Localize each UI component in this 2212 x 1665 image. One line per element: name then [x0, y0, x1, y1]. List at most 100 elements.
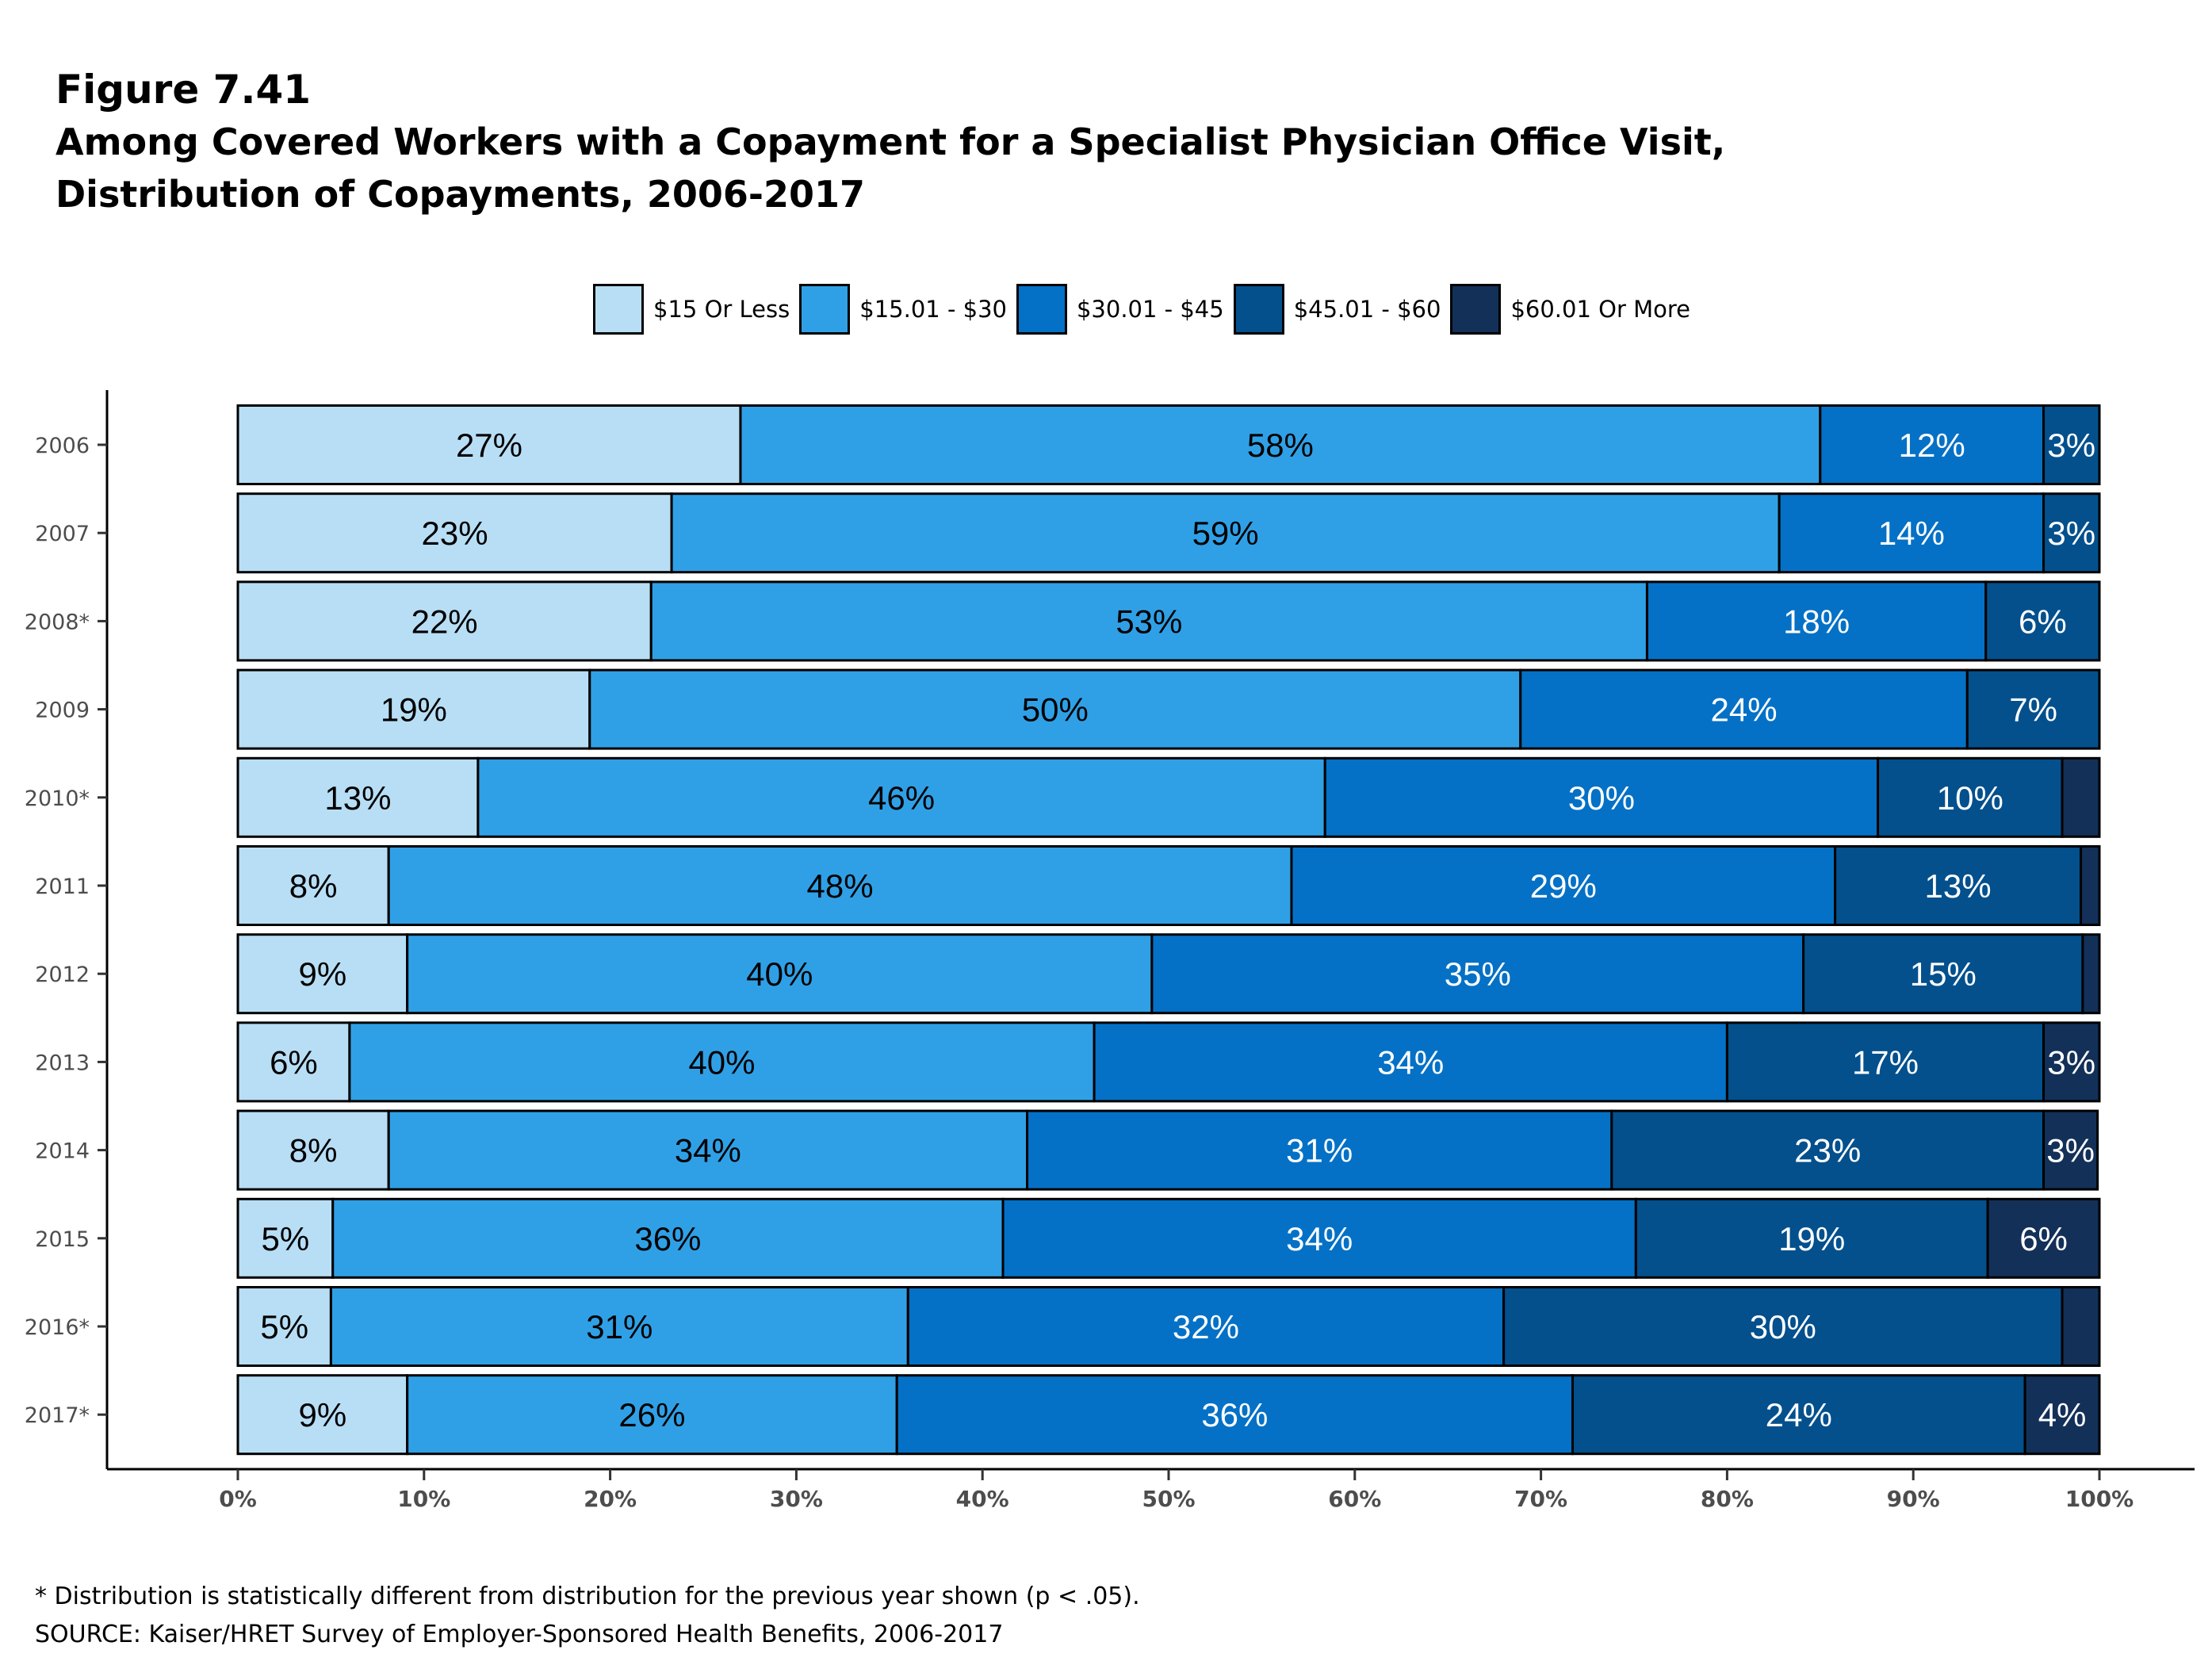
data-label: 8%: [289, 867, 338, 905]
chart-data-labels: 27% 58% 12% 3% 23% 59% 14% 3% 22% 53% 18% 6% 19% 50% 2…: [260, 427, 2095, 1433]
data-label: 58%: [1247, 427, 1314, 464]
data-label: 6%: [2019, 1220, 2068, 1257]
bar-segment: [2042, 404, 2101, 485]
legend-swatch: [593, 284, 644, 335]
bar-segment: [236, 933, 409, 1015]
data-label: 15%: [1910, 955, 1977, 993]
data-label: 30%: [1750, 1308, 1816, 1345]
chart-footer: * Distribution is statistically differen…: [35, 1578, 1140, 1654]
data-label: 3%: [2047, 515, 2095, 552]
data-label: 4%: [2038, 1396, 2087, 1433]
bar-segment: [1093, 1021, 1728, 1103]
data-label: 8%: [289, 1132, 338, 1169]
bar-segment: [1001, 1197, 1637, 1279]
bar-segment: [1290, 845, 1837, 926]
bar-segment: [406, 933, 1154, 1015]
bar-segment: [739, 404, 1822, 485]
data-label: 34%: [1377, 1043, 1444, 1081]
y-tick-label: 2013: [35, 1051, 90, 1075]
data-label: 59%: [1192, 515, 1259, 552]
legend-label: $15.01 - $30: [859, 296, 1007, 323]
data-label: 30%: [1568, 779, 1635, 817]
data-label: 14%: [1878, 515, 1945, 552]
data-label: 5%: [262, 1220, 310, 1257]
data-label: 3%: [2046, 1132, 2095, 1169]
y-tick-label: 2011: [35, 875, 90, 899]
data-label: 24%: [1711, 691, 1778, 729]
y-tick-label: 2006: [35, 434, 90, 458]
chart-bars: [236, 404, 2101, 1456]
y-tick-label: 2014: [35, 1139, 90, 1164]
bar-segment: [236, 845, 390, 926]
legend-swatch: [1233, 284, 1284, 335]
legend-label: $30.01 - $45: [1076, 296, 1224, 323]
bar-segment: [329, 1286, 909, 1367]
bar-segment: [406, 1374, 898, 1456]
x-tick-label: 0%: [219, 1486, 257, 1512]
y-tick-label: 2016*: [25, 1315, 90, 1340]
x-tick-label: 10%: [397, 1486, 450, 1512]
bar-segment: [1965, 668, 2101, 750]
data-label: 13%: [324, 779, 391, 817]
data-label: 3%: [2047, 427, 2095, 464]
data-label: 7%: [2009, 691, 2057, 729]
footnote: * Distribution is statistically differen…: [35, 1583, 1140, 1610]
data-label: 35%: [1445, 955, 1511, 993]
data-label: 13%: [1925, 867, 1992, 905]
bar-segment: [387, 1109, 1029, 1191]
bar-segment: [1150, 933, 1805, 1015]
bar-segment: [895, 1374, 1575, 1456]
data-label: 9%: [298, 955, 346, 993]
figure-label: Figure 7.41: [55, 67, 312, 113]
data-label: 53%: [1116, 603, 1182, 640]
data-label: 19%: [1778, 1220, 1845, 1257]
data-label: 6%: [270, 1043, 318, 1081]
bar-segment: [2081, 933, 2101, 1015]
data-label: 22%: [411, 603, 478, 640]
data-label: 36%: [634, 1220, 701, 1257]
data-label: 34%: [1286, 1220, 1353, 1257]
bar-segment: [236, 1197, 335, 1279]
legend-label: $45.01 - $60: [1293, 296, 1441, 323]
x-tick-label: 40%: [956, 1486, 1009, 1512]
bar-segment: [670, 492, 1781, 574]
data-label: 24%: [1766, 1396, 1832, 1433]
bar-segment: [2042, 492, 2101, 574]
data-label: 46%: [868, 779, 935, 817]
chart-header: Figure 7.41 Among Covered Workers with a…: [55, 63, 2117, 220]
bar-segment: [1819, 404, 2046, 485]
chart-legend: $15 Or Less $15.01 - $30 $30.01 - $45 $4…: [593, 284, 1700, 335]
bar-segment: [1519, 668, 1969, 750]
bar-segment: [236, 1374, 409, 1456]
bar-segment: [1877, 756, 2064, 838]
data-label: 40%: [688, 1043, 755, 1081]
bar-segment: [1323, 756, 1880, 838]
bar-segment: [1026, 1109, 1613, 1191]
chart-title-line-1: Among Covered Workers with a Copayment f…: [55, 121, 1726, 163]
bar-segment: [906, 1286, 1506, 1367]
data-label: 27%: [456, 427, 522, 464]
chart-axes: 0% 10% 20% 30% 40% 50% 60% 70% 80% 90% 100% 2006 200…: [25, 390, 2195, 1512]
data-label: 17%: [1852, 1043, 1919, 1081]
data-label: 23%: [422, 515, 488, 552]
bar-segment: [236, 404, 742, 485]
bar-segment: [2061, 756, 2101, 838]
y-tick-label: 2012: [35, 963, 90, 987]
legend-label: $15 Or Less: [653, 296, 790, 323]
data-label: 48%: [807, 867, 874, 905]
data-label: 5%: [260, 1308, 308, 1345]
source-note: SOURCE: Kaiser/HRET Survey of Employer-S…: [35, 1621, 1004, 1648]
x-tick-label: 80%: [1701, 1486, 1754, 1512]
data-label: 19%: [381, 691, 447, 729]
bar-segment: [2080, 845, 2101, 926]
x-tick-label: 50%: [1142, 1486, 1195, 1512]
legend-item-15-or-less: $15 Or Less: [593, 284, 790, 335]
legend-item-30-to-45: $30.01 - $45: [1016, 284, 1224, 335]
data-label: 18%: [1783, 603, 1850, 640]
x-tick-label: 70%: [1514, 1486, 1567, 1512]
data-label: 32%: [1173, 1308, 1239, 1345]
data-label: 3%: [2047, 1043, 2095, 1081]
x-tick-label: 30%: [770, 1486, 823, 1512]
bar-segment: [1634, 1197, 1989, 1279]
x-tick-label: 90%: [1887, 1486, 1940, 1512]
